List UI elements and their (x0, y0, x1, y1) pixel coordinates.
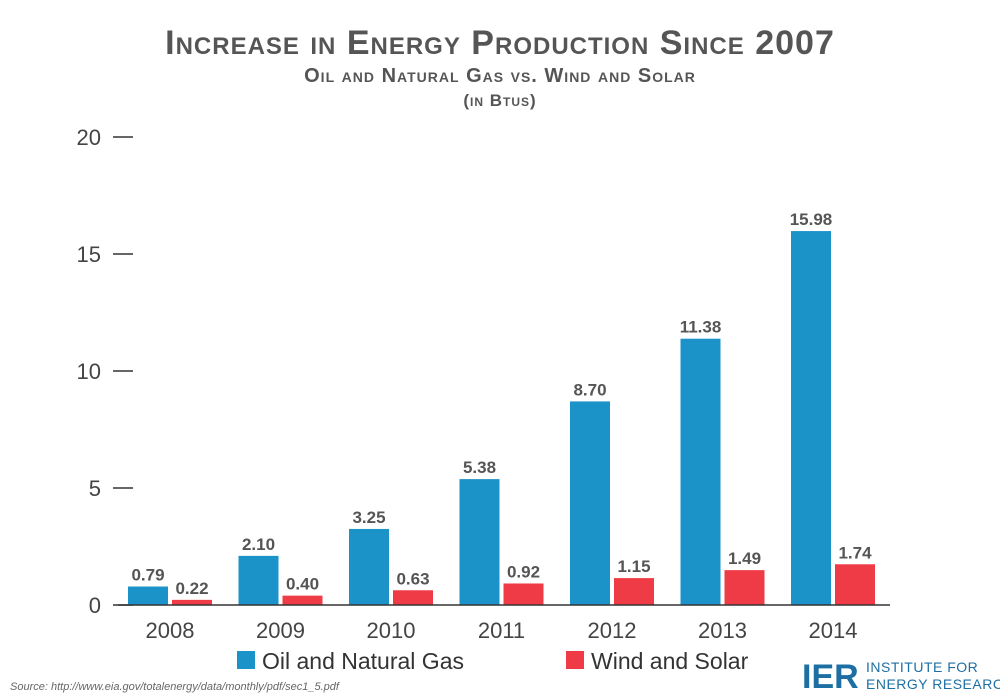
x-axis: 2008 2009 2010 2011 2012 2013 2014 (146, 618, 858, 643)
legend-swatch-oil-gas (237, 651, 255, 669)
data-label-oil-gas-2012: 8.70 (573, 380, 606, 399)
data-label-wind-solar-2012: 1.15 (617, 557, 650, 576)
data-label-wind-solar-2008: 0.22 (175, 579, 208, 598)
data-label-oil-gas-2009: 2.10 (242, 535, 275, 554)
x-tick-label-2014: 2014 (809, 618, 858, 643)
y-tick-label-20: 20 (77, 125, 101, 150)
bar-oil-gas-2014 (791, 231, 831, 605)
data-label-oil-gas-2013: 11.38 (680, 318, 722, 337)
bar-wind-solar-2008 (172, 599, 212, 605)
bar-wind-solar-2011 (503, 583, 544, 605)
chart-subtitle: Oil and Natural Gas vs. Wind and Solar (304, 65, 696, 87)
source-note: Source: http://www.eia.gov/totalenergy/d… (10, 681, 340, 693)
data-label-wind-solar-2009: 0.40 (286, 575, 319, 594)
y-tick-label-10: 10 (77, 359, 101, 384)
data-label-wind-solar-2010: 0.63 (396, 569, 429, 588)
data-label-wind-solar-2014: 1.74 (838, 543, 872, 562)
bar-oil-gas-2013 (680, 338, 721, 605)
data-label-wind-solar-2011: 0.92 (507, 562, 540, 581)
y-tick-label-0: 0 (89, 593, 101, 618)
data-label-oil-gas-2010: 3.25 (352, 508, 385, 527)
bar-wind-solar-2012 (614, 578, 654, 605)
data-label-oil-gas-2011: 5.38 (463, 458, 496, 477)
logo-line-1: INSTITUTE FOR (866, 659, 978, 675)
legend-label-wind-solar: Wind and Solar (591, 648, 749, 674)
bar-oil-gas-2012 (570, 401, 610, 605)
bar-wind-solar-2010 (393, 590, 433, 605)
ier-logo: IER INSTITUTE FOR ENERGY RESEARCH (802, 658, 1000, 696)
bar-oil-gas-2011 (459, 479, 500, 605)
bar-oil-gas-2009 (238, 555, 279, 605)
bar-wind-solar-2013 (724, 570, 765, 605)
bar-wind-solar-2009 (282, 595, 323, 605)
x-tick-label-2009: 2009 (256, 618, 305, 643)
bar-oil-gas-2008 (128, 586, 168, 605)
data-label-oil-gas-2008: 0.79 (131, 566, 164, 585)
x-tick-label-2008: 2008 (146, 618, 195, 643)
x-tick-label-2013: 2013 (698, 618, 747, 643)
data-label-oil-gas-2014: 15.98 (790, 210, 833, 229)
bar-wind-solar-2014 (835, 564, 875, 605)
x-tick-label-2011: 2011 (478, 618, 525, 643)
y-axis: 0 5 10 15 20 (77, 125, 133, 618)
y-tick-label-15: 15 (77, 242, 101, 267)
x-tick-label-2010: 2010 (367, 618, 416, 643)
x-tick-label-2012: 2012 (588, 618, 637, 643)
data-label-wind-solar-2013: 1.49 (728, 549, 761, 568)
logo-line-2: ENERGY RESEARCH (866, 676, 1000, 692)
chart-unit-note: (in Btus) (463, 91, 536, 110)
legend-swatch-wind-solar (566, 651, 584, 669)
y-tick-label-5: 5 (89, 476, 101, 501)
chart-title: Increase in Energy Production Since 2007 (165, 24, 835, 62)
legend-label-oil-gas: Oil and Natural Gas (262, 648, 464, 674)
bars: 0.79 0.22 2.10 0.40 3.25 0.63 5.38 0.92 8.70 1.15… (128, 210, 875, 605)
logo-mark: IER (802, 658, 859, 696)
legend: Oil and Natural Gas Wind and Solar (237, 648, 749, 674)
bar-oil-gas-2010 (349, 528, 389, 605)
